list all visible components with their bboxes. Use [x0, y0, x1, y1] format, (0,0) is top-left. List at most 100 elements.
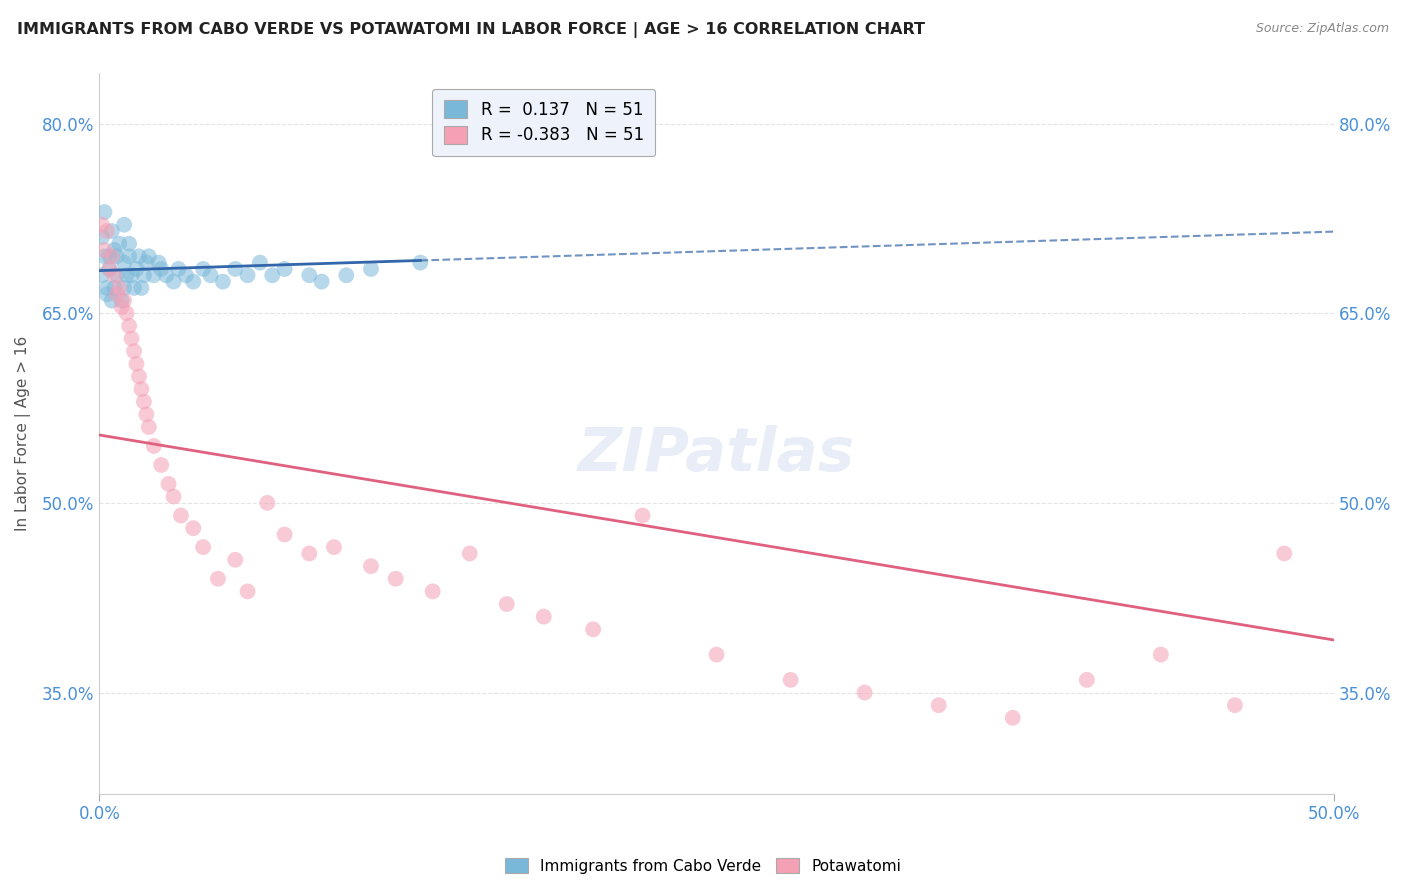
Point — [122, 344, 145, 359]
Point — [631, 508, 654, 523]
Point — [135, 408, 157, 422]
Point — [132, 268, 155, 283]
Point — [142, 439, 165, 453]
Point — [150, 458, 173, 472]
Point — [105, 249, 128, 263]
Point — [853, 685, 876, 699]
Point — [200, 268, 222, 283]
Point — [458, 546, 481, 560]
Point — [1076, 673, 1098, 687]
Point — [495, 597, 517, 611]
Point — [115, 306, 138, 320]
Point — [96, 287, 118, 301]
Point — [256, 496, 278, 510]
Point — [115, 268, 138, 283]
Point — [142, 268, 165, 283]
Point — [533, 609, 555, 624]
Point — [98, 249, 121, 263]
Point — [249, 255, 271, 269]
Point — [1272, 546, 1295, 560]
Point — [207, 572, 229, 586]
Point — [103, 268, 125, 283]
Point — [91, 268, 114, 283]
Point — [103, 243, 125, 257]
Text: Source: ZipAtlas.com: Source: ZipAtlas.com — [1256, 22, 1389, 36]
Point — [779, 673, 801, 687]
Point — [131, 382, 153, 396]
Point — [298, 268, 321, 283]
Point — [273, 527, 295, 541]
Point — [174, 268, 197, 283]
Point — [108, 281, 131, 295]
Point — [111, 300, 134, 314]
Point — [103, 281, 125, 295]
Point — [105, 268, 128, 283]
Point — [131, 281, 153, 295]
Point — [122, 281, 145, 295]
Point — [96, 224, 118, 238]
Point — [112, 255, 135, 269]
Point — [138, 249, 160, 263]
Point — [128, 369, 150, 384]
Point — [125, 357, 148, 371]
Point — [101, 224, 124, 238]
Point — [93, 243, 115, 257]
Point — [91, 218, 114, 232]
Point — [1150, 648, 1173, 662]
Point — [162, 490, 184, 504]
Text: IMMIGRANTS FROM CABO VERDE VS POTAWATOMI IN LABOR FORCE | AGE > 16 CORRELATION C: IMMIGRANTS FROM CABO VERDE VS POTAWATOMI… — [17, 22, 925, 38]
Point — [298, 546, 321, 560]
Point — [236, 268, 259, 283]
Point — [181, 521, 204, 535]
Legend: R =  0.137   N = 51, R = -0.383   N = 51: R = 0.137 N = 51, R = -0.383 N = 51 — [432, 88, 655, 156]
Point — [112, 218, 135, 232]
Point — [170, 508, 193, 523]
Point — [121, 268, 143, 283]
Point — [128, 249, 150, 263]
Point — [96, 281, 118, 295]
Point — [98, 262, 121, 277]
Point — [105, 287, 128, 301]
Legend: Immigrants from Cabo Verde, Potawatomi: Immigrants from Cabo Verde, Potawatomi — [499, 852, 907, 880]
Point — [108, 236, 131, 251]
Point — [125, 262, 148, 277]
Point — [121, 331, 143, 345]
Point — [155, 268, 177, 283]
Point — [162, 275, 184, 289]
Y-axis label: In Labor Force | Age > 16: In Labor Force | Age > 16 — [15, 335, 31, 531]
Point — [191, 262, 214, 277]
Point — [360, 262, 382, 277]
Point — [157, 476, 180, 491]
Point — [1001, 711, 1024, 725]
Point — [135, 255, 157, 269]
Point — [360, 559, 382, 574]
Point — [112, 281, 135, 295]
Point — [101, 293, 124, 308]
Point — [150, 262, 173, 277]
Point — [236, 584, 259, 599]
Point — [118, 318, 141, 333]
Point — [93, 205, 115, 219]
Point — [409, 255, 432, 269]
Point — [112, 293, 135, 308]
Point — [101, 249, 124, 263]
Point — [706, 648, 728, 662]
Point — [98, 262, 121, 277]
Text: ZIPatlas: ZIPatlas — [578, 425, 855, 484]
Point — [118, 236, 141, 251]
Point — [148, 255, 170, 269]
Point — [335, 268, 357, 283]
Point — [273, 262, 295, 277]
Point — [1223, 698, 1246, 713]
Point — [422, 584, 444, 599]
Point — [582, 622, 605, 636]
Point — [191, 540, 214, 554]
Point — [384, 572, 406, 586]
Point — [91, 230, 114, 244]
Point — [311, 275, 333, 289]
Point — [167, 262, 190, 277]
Point — [224, 262, 246, 277]
Point — [262, 268, 284, 283]
Point — [212, 275, 235, 289]
Point — [928, 698, 950, 713]
